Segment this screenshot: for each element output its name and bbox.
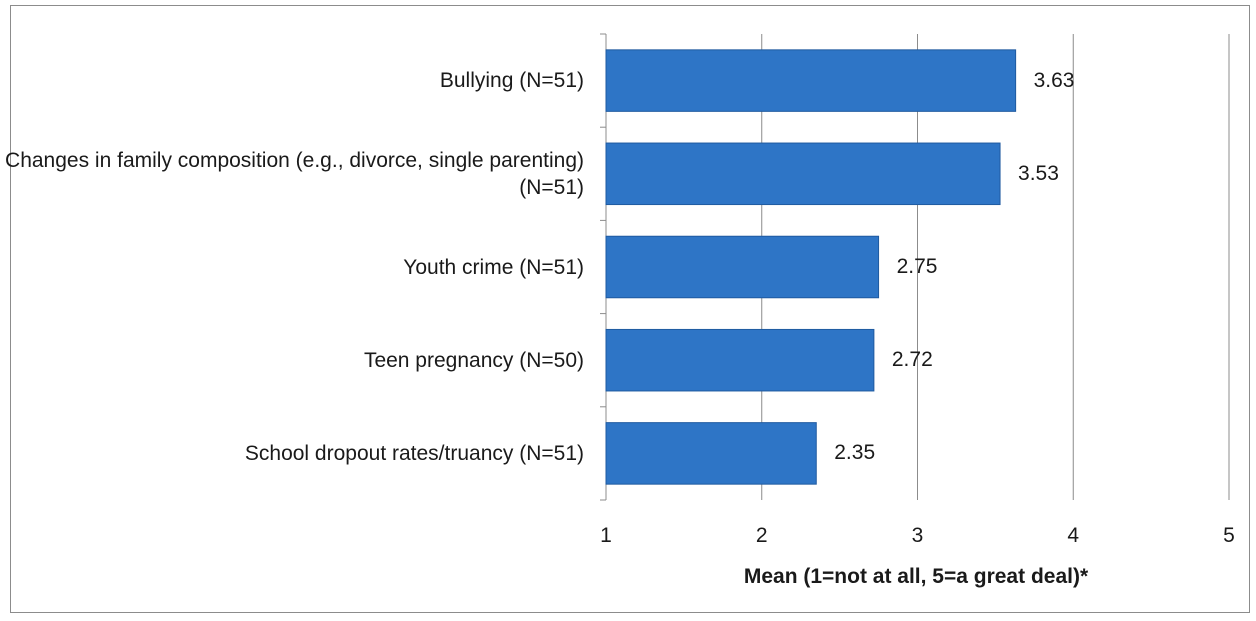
- x-tick-label: 5: [1223, 524, 1235, 547]
- value-label: 2.72: [891, 348, 933, 372]
- value-label: 3.63: [1033, 68, 1075, 92]
- x-tick-label: 4: [1067, 524, 1080, 547]
- category-label: Changes in family composition (e.g., div…: [5, 148, 584, 199]
- category-label: Teen pregnancy (N=50): [363, 348, 584, 372]
- category-label: Youth crime (N=51): [403, 255, 584, 279]
- bar: [605, 422, 817, 485]
- category-label: School dropout rates/truancy (N=51): [244, 441, 584, 465]
- bar: [605, 328, 875, 392]
- category-label: Bullying (N=51): [439, 69, 584, 93]
- value-label: 3.53: [1018, 161, 1059, 185]
- x-axis-title: Mean (1=not at all, 5=a great deal)*: [743, 565, 1089, 588]
- value-label: 2.75: [896, 255, 938, 278]
- x-tick-label: 3: [911, 524, 924, 547]
- bar: [605, 142, 1001, 206]
- value-label: 2.35: [834, 441, 876, 465]
- bar: [605, 235, 880, 299]
- x-tick-label: 2: [755, 524, 768, 547]
- x-tick-label: 1: [600, 524, 612, 547]
- bar: [605, 49, 1017, 112]
